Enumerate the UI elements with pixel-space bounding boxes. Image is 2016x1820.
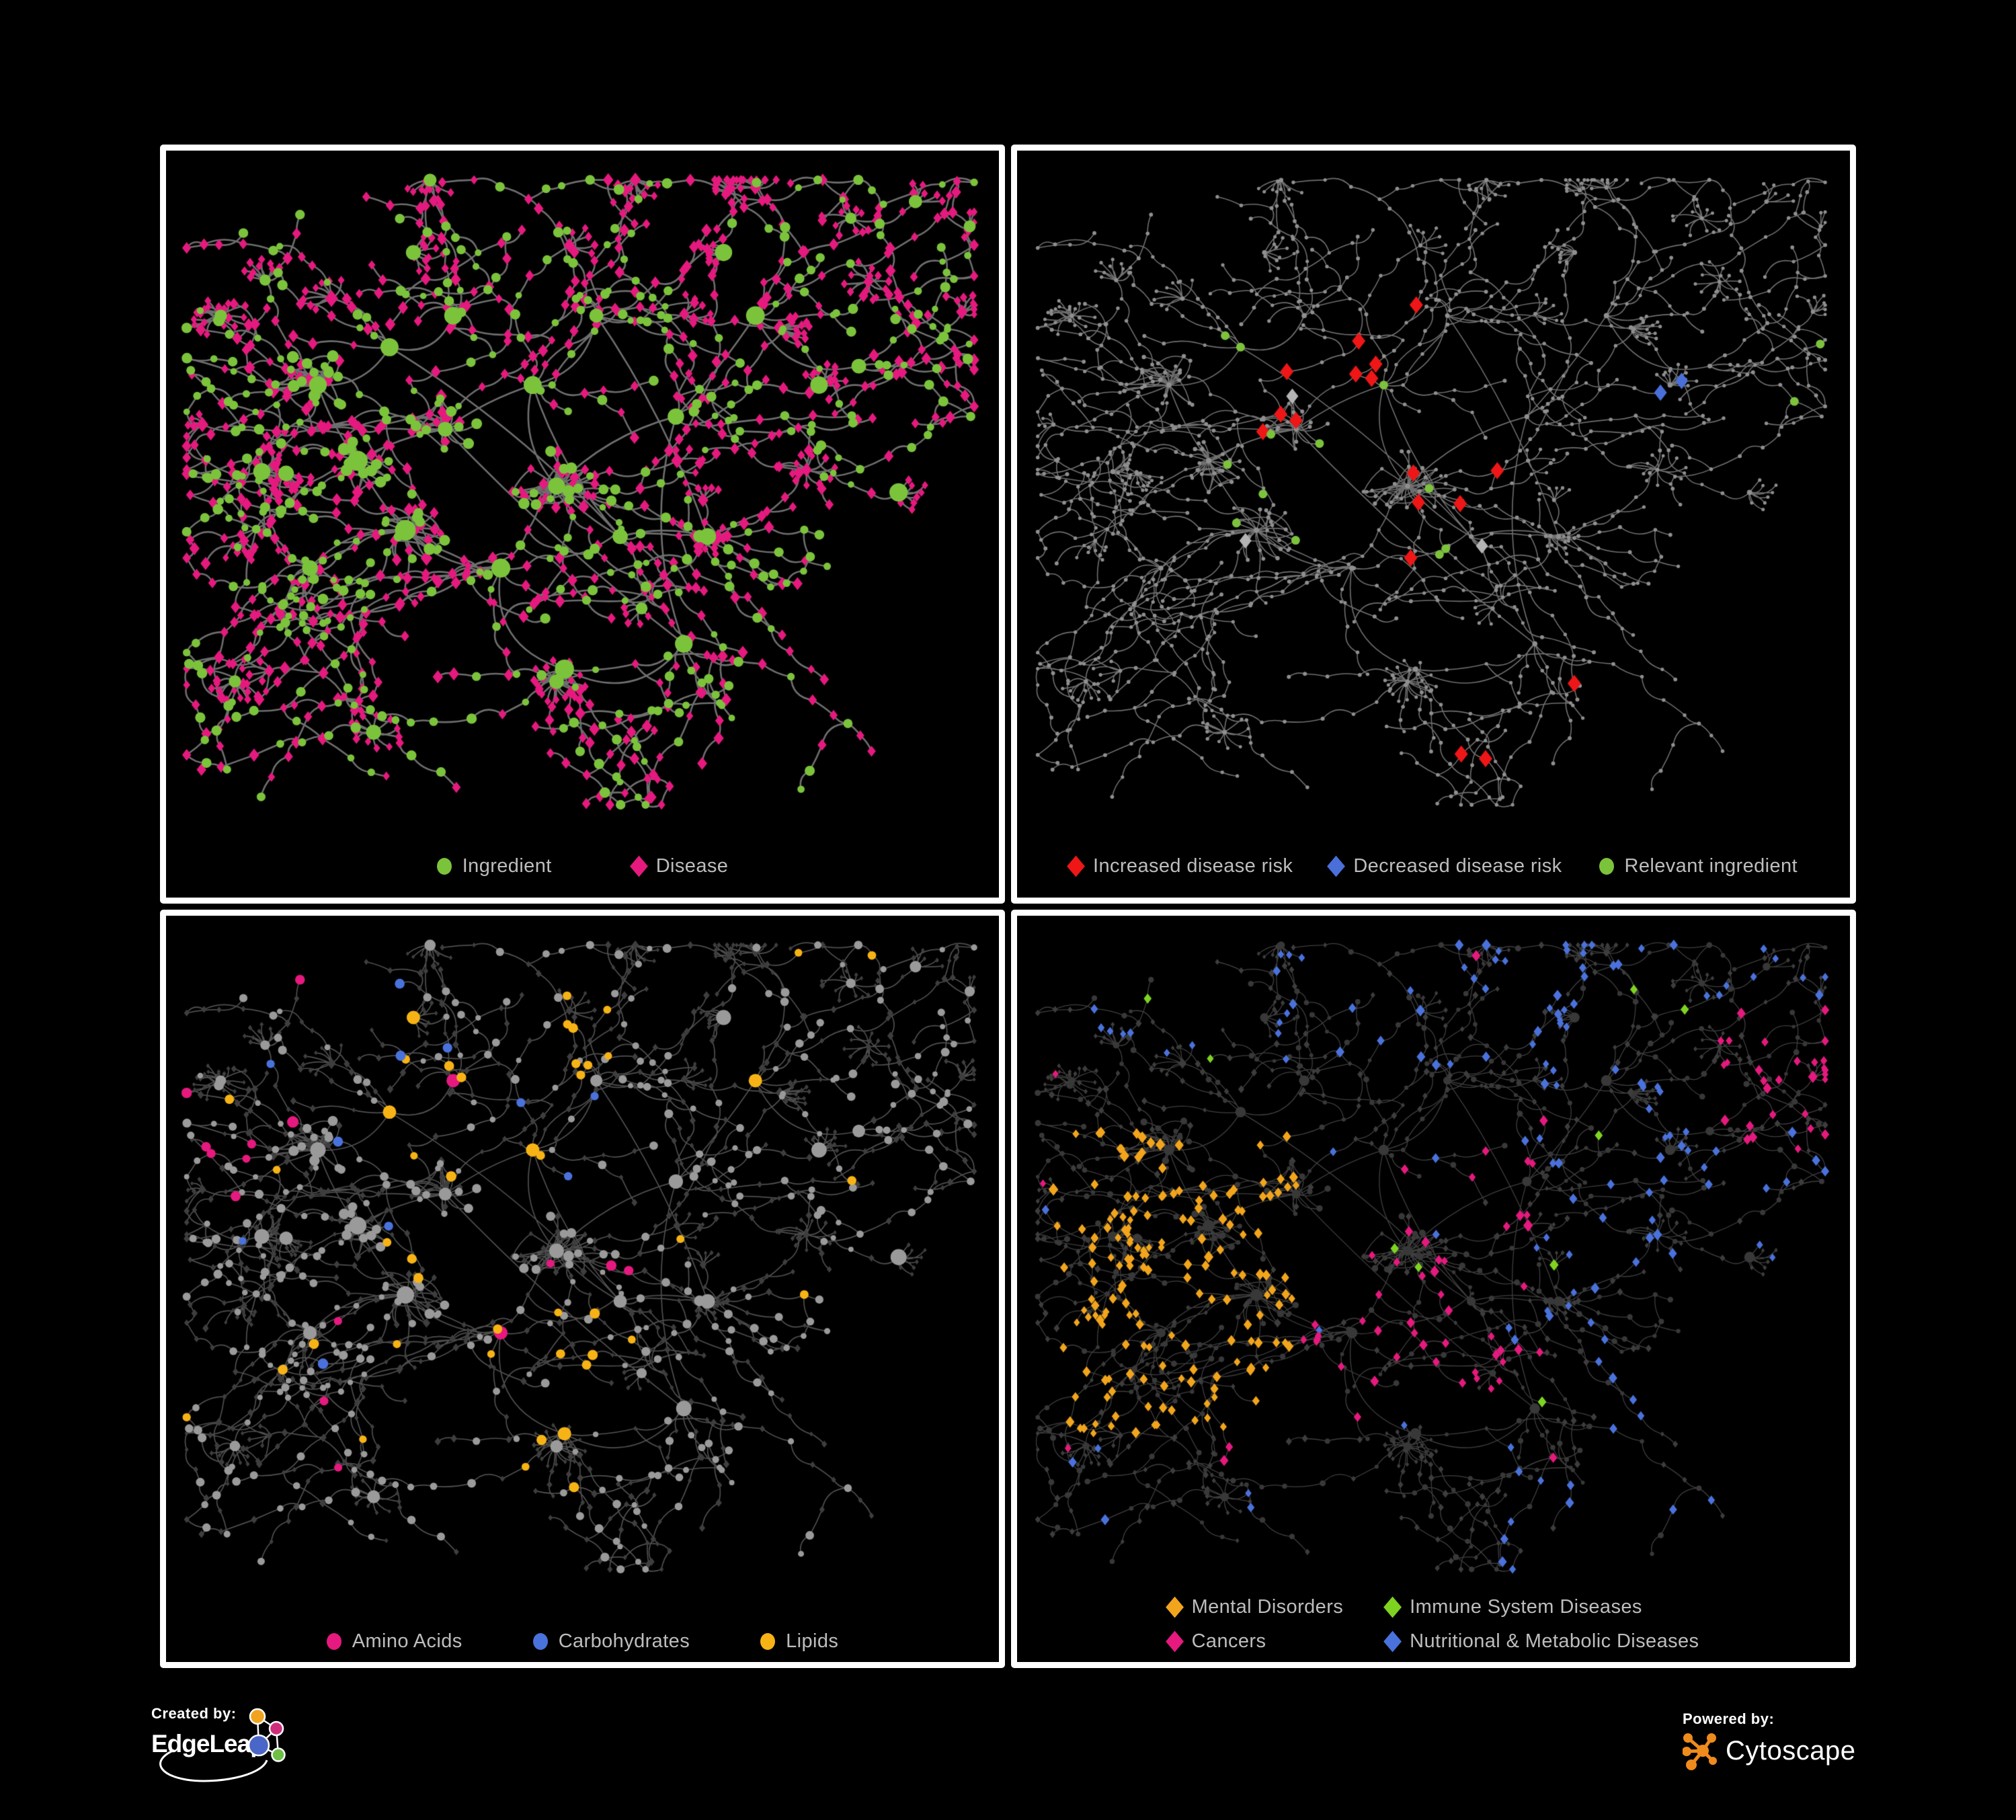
legend-item-lipids: Lipids: [760, 1630, 838, 1653]
panel-ingredient-disease: Ingredient Disease: [160, 145, 1005, 904]
network-canvas-disease-risk: [1017, 151, 1850, 898]
legend-macronutrients: Amino Acids Carbohydrates Lipids: [166, 1630, 999, 1653]
cytoscape-brand-row: Cytoscape: [1683, 1731, 1978, 1771]
legend-item-carbohydrates: Carbohydrates: [532, 1630, 690, 1653]
nutritional-metabolic-diamond-icon: [1383, 1630, 1402, 1653]
legend-item-cancers: Cancers: [1165, 1630, 1344, 1653]
legend-item-ingredient: Ingredient: [436, 855, 552, 877]
legend-label: Cancers: [1191, 1630, 1266, 1652]
legend-item-nutritional-metabolic: Nutritional & Metabolic Diseases: [1383, 1630, 1699, 1653]
cancers-diamond-icon: [1165, 1630, 1184, 1653]
legend-label: Relevant ingredient: [1624, 855, 1798, 877]
created-by-label: Created by:: [151, 1705, 237, 1722]
lipids-circle-icon: [760, 1633, 776, 1650]
cytoscape-wordmark: Cytoscape: [1726, 1735, 1856, 1766]
legend-item-decreased-risk: Decreased disease risk: [1327, 855, 1562, 877]
legend-label: Lipids: [786, 1630, 839, 1652]
panel-disease-categories: Mental Disorders Cancers Immune System D…: [1011, 909, 1856, 1668]
immune-diseases-diamond-icon: [1383, 1596, 1402, 1618]
network-canvas-ingredient-disease: [166, 151, 999, 898]
legend-disease-risk: Increased disease risk Decreased disease…: [1017, 855, 1850, 877]
mental-disorders-diamond-icon: [1165, 1596, 1184, 1618]
powered-by-label: Powered by:: [1683, 1710, 1775, 1727]
legend-label: Amino Acids: [352, 1630, 462, 1652]
cytoscape-network-icon: [1683, 1733, 1717, 1770]
edgeleap-wordmark: EdgeLeap: [151, 1730, 266, 1757]
legend-ingredient-disease: Ingredient Disease: [166, 855, 999, 877]
disease-diamond-icon: [629, 855, 648, 877]
legend-item-increased-risk: Increased disease risk: [1067, 855, 1293, 877]
legend-label: Nutritional & Metabolic Diseases: [1410, 1630, 1699, 1652]
amino-acids-circle-icon: [326, 1633, 341, 1650]
legend-disease-categories: Mental Disorders Cancers Immune System D…: [1165, 1596, 1699, 1653]
legend-item-immune-diseases: Immune System Diseases: [1383, 1596, 1699, 1618]
legend-item-relevant-ingredient: Relevant ingredient: [1599, 855, 1798, 877]
network-canvas-macronutrients: [166, 915, 999, 1662]
legend-label: Carbohydrates: [558, 1630, 690, 1652]
legend-item-disease: Disease: [629, 855, 729, 877]
legend-item-mental-disorders: Mental Disorders: [1165, 1596, 1344, 1618]
legend-label: Disease: [655, 855, 729, 877]
legend-label: Ingredient: [462, 855, 552, 877]
panel-disease-risk: Increased disease risk Decreased disease…: [1011, 145, 1856, 904]
panel-macronutrients: Amino Acids Carbohydrates Lipids: [160, 909, 1005, 1668]
ingredient-circle-icon: [436, 857, 452, 875]
relevant-ingredient-circle-icon: [1599, 857, 1614, 875]
panel-grid: Ingredient Disease Increased disease ris…: [160, 145, 1856, 1668]
increased-risk-diamond-icon: [1067, 855, 1085, 877]
cytoscape-credit: Powered by: Cytoscape: [1683, 1710, 1978, 1784]
legend-label: Increased disease risk: [1092, 855, 1293, 877]
decreased-risk-diamond-icon: [1327, 855, 1346, 877]
carbohydrates-circle-icon: [532, 1633, 548, 1650]
legend-label: Mental Disorders: [1191, 1596, 1344, 1618]
network-canvas-disease-categories: [1017, 915, 1850, 1662]
edgeleap-credit: Created by: EdgeLeap: [151, 1705, 407, 1796]
legend-label: Decreased disease risk: [1353, 855, 1562, 877]
legend-item-amino-acids: Amino Acids: [326, 1630, 462, 1653]
legend-label: Immune System Diseases: [1410, 1596, 1642, 1618]
